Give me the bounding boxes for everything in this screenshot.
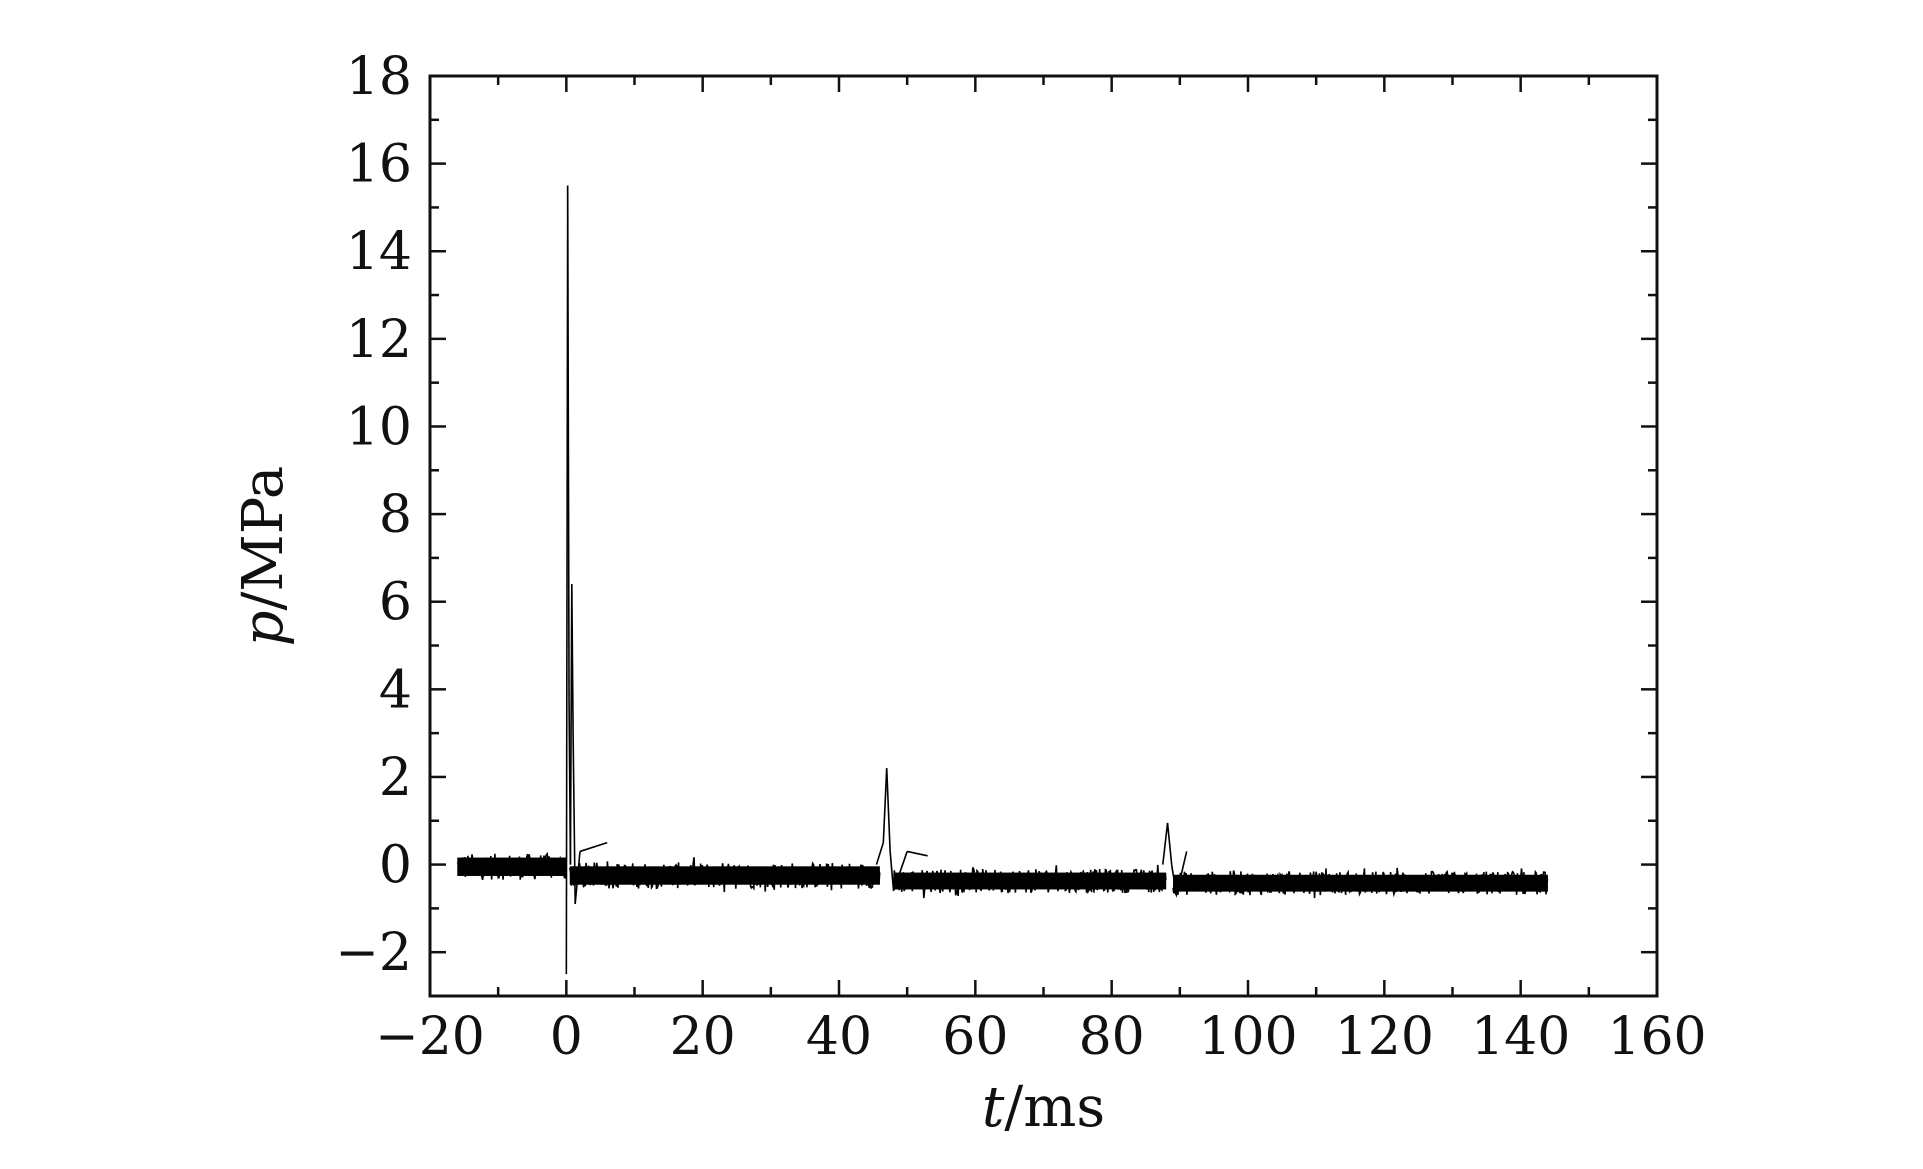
signal-spike xyxy=(882,768,888,843)
signal-spike xyxy=(1161,822,1169,865)
x-tick-label: 100 xyxy=(1198,1007,1297,1067)
plot-frame xyxy=(428,74,1659,998)
y-tick-label: 6 xyxy=(379,573,412,633)
signal-spike xyxy=(566,185,570,703)
x-tick-label: 40 xyxy=(806,1007,872,1067)
noise-trace xyxy=(456,851,567,880)
y-tick-label: 2 xyxy=(379,748,412,808)
signal-spike xyxy=(574,851,581,905)
signal-spike xyxy=(1166,822,1173,865)
signal-spike xyxy=(1175,851,1188,896)
y-tick-label: 12 xyxy=(346,310,412,370)
noise-trace xyxy=(892,864,1167,899)
x-axis-title: t/ms xyxy=(982,1075,1105,1140)
signal-spike xyxy=(906,850,928,857)
signal-spike xyxy=(875,842,885,865)
signal-spike xyxy=(892,851,908,892)
x-tick-label: 0 xyxy=(550,1007,583,1067)
signal-spike xyxy=(885,768,891,852)
signal-spike xyxy=(889,851,895,891)
signal-spike xyxy=(1170,864,1178,896)
noise-trace xyxy=(568,857,881,893)
signal-spike xyxy=(570,584,574,738)
y-tick-label: 18 xyxy=(346,47,412,107)
y-tick-label: 4 xyxy=(379,660,412,720)
noise-trace xyxy=(1172,867,1549,899)
x-tick-label: 20 xyxy=(670,1007,736,1067)
x-tick-label: 60 xyxy=(942,1007,1008,1067)
y-axis-variable: p xyxy=(231,610,296,646)
y-tick-label: 16 xyxy=(346,135,412,195)
tick-labels-layer: −20 0 20 40 60 80 100 120 140 160−202468101214161… xyxy=(335,47,1706,1067)
signal-spike xyxy=(579,841,608,853)
x-tick-label: 160 xyxy=(1607,1007,1706,1067)
y-tick-label: −2 xyxy=(335,923,412,983)
y-tick-label: 0 xyxy=(379,836,412,896)
x-axis-variable: t xyxy=(982,1075,1005,1140)
y-tick-label: 10 xyxy=(346,397,412,457)
x-axis-unit: /ms xyxy=(1004,1075,1105,1140)
x-tick-label: 120 xyxy=(1335,1007,1434,1067)
x-tick-label: 80 xyxy=(1079,1007,1145,1067)
y-axis-unit: /MPa xyxy=(231,466,296,611)
ticks-layer xyxy=(428,74,1659,998)
y-tick-label: 8 xyxy=(379,485,412,545)
x-tick-label: −20 xyxy=(375,1007,485,1067)
data-layer xyxy=(456,185,1549,975)
y-axis-title: p/MPa xyxy=(231,466,296,647)
signal-spike xyxy=(572,737,576,905)
y-tick-label: 14 xyxy=(346,222,412,282)
x-tick-label: 140 xyxy=(1471,1007,1570,1067)
